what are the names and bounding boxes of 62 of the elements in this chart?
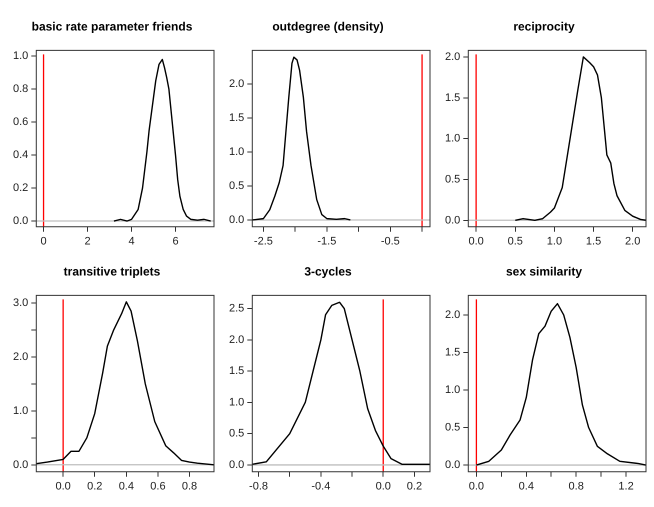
y-tick-label: 0.4 [12, 149, 28, 162]
y-tick-label: 0.5 [228, 428, 244, 440]
y-tick-label: 1.5 [228, 112, 244, 124]
y-tick-label: 2.0 [228, 334, 244, 346]
y-tick-label: 0.5 [228, 180, 244, 192]
y-tick-label: 1.0 [228, 396, 244, 408]
x-tick-label: 4 [128, 235, 135, 248]
y-tick-label: 0.0 [444, 459, 460, 472]
y-tick-label: 1.0 [228, 146, 244, 158]
y-tick-label: 0.2 [12, 182, 28, 194]
y-tick-label: 2.5 [228, 302, 244, 315]
chart-title: outdegree (density) [272, 20, 384, 34]
y-tick-label: 1.0 [444, 132, 460, 145]
y-tick-label: 0.5 [444, 173, 460, 186]
y-tick-label: 2.0 [12, 350, 28, 363]
x-tick-label: 0.6 [150, 480, 166, 492]
x-tick-label: -1.5 [317, 235, 336, 248]
x-tick-label: -0.5 [380, 235, 400, 248]
y-tick-label: 1.5 [444, 346, 460, 358]
y-tick-label: 0.0 [228, 214, 244, 226]
x-tick-label: 6 [172, 235, 179, 248]
y-tick-label: 1.5 [228, 365, 244, 378]
y-tick-label: 1.0 [12, 404, 28, 417]
y-tick-label: 1.5 [444, 92, 460, 104]
x-tick-label: 0.8 [182, 480, 198, 492]
chart-title: transitive triplets [64, 264, 161, 279]
x-tick-label: 0.0 [468, 480, 484, 492]
y-tick-label: 0.6 [12, 116, 28, 128]
x-tick-label: 0 [40, 235, 47, 248]
y-tick-label: 1.0 [12, 50, 28, 62]
x-tick-label: 0.8 [568, 480, 584, 492]
y-tick-label: 0.0 [444, 214, 460, 226]
x-tick-label: 0.0 [468, 235, 484, 248]
x-tick-label: 0.0 [55, 480, 71, 492]
y-tick-label: 2.0 [444, 50, 460, 63]
y-tick-label: 0.5 [444, 422, 460, 434]
chart-title: 3-cycles [304, 264, 352, 279]
x-tick-label: 1.0 [546, 235, 562, 248]
x-tick-label: 0.2 [406, 480, 422, 492]
x-tick-label: -2.5 [254, 235, 273, 248]
y-tick-label: 0.0 [12, 458, 28, 471]
chart-title: basic rate parameter friends [32, 20, 193, 34]
y-tick-label: 3.0 [12, 296, 28, 309]
x-tick-label: -0.4 [311, 480, 330, 492]
y-tick-label: 2.0 [228, 78, 244, 90]
x-tick-label: 0.0 [376, 480, 391, 492]
x-tick-label: 2 [84, 235, 91, 248]
x-tick-label: 1.2 [618, 480, 634, 492]
chart-title: sex similarity [506, 264, 582, 279]
x-tick-label: 0.4 [118, 480, 134, 492]
y-tick-label: 0.0 [228, 458, 244, 471]
x-tick-label: 0.2 [87, 480, 102, 492]
y-tick-label: 0.0 [12, 215, 28, 228]
y-tick-label: 1.0 [444, 384, 460, 396]
x-tick-label: -0.8 [249, 480, 268, 492]
x-tick-label: 2.0 [625, 235, 640, 248]
x-tick-label: 0.4 [518, 480, 534, 492]
chart-title: reciprocity [513, 20, 576, 34]
y-tick-label: 2.0 [444, 308, 460, 321]
x-tick-label: 1.5 [586, 235, 602, 248]
x-tick-label: 0.5 [508, 235, 523, 248]
y-tick-label: 0.8 [12, 83, 28, 96]
